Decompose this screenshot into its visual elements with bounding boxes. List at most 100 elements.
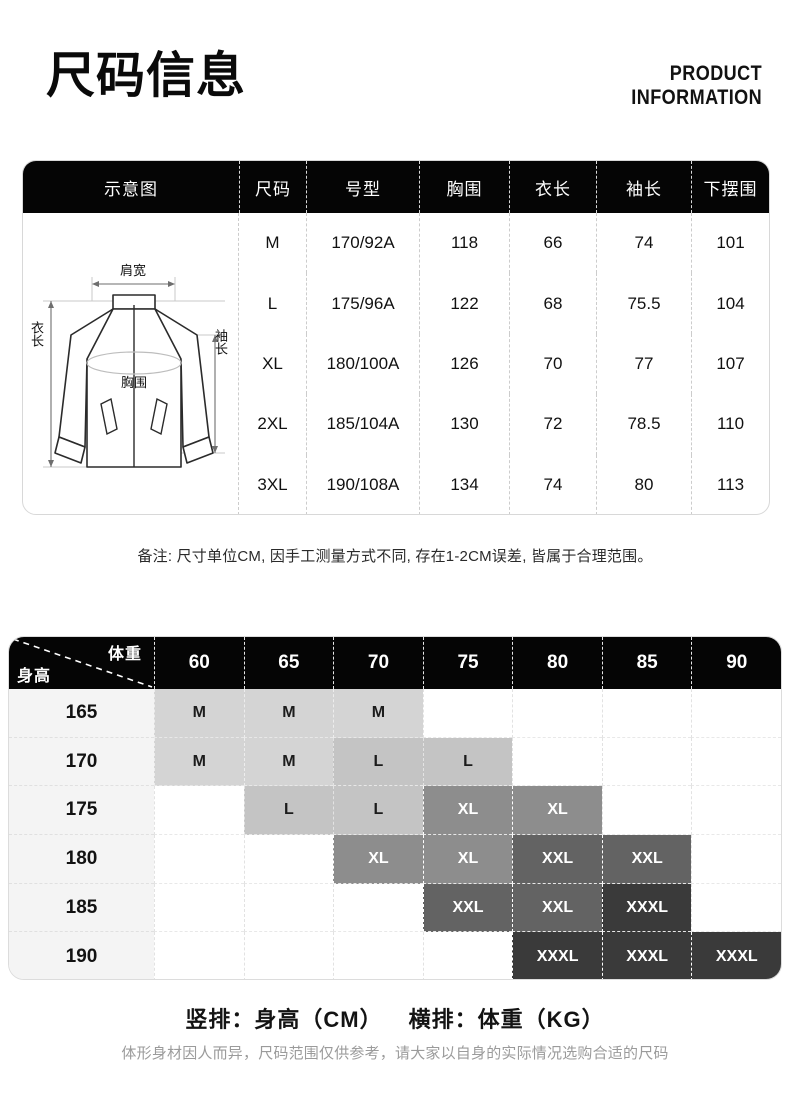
matrix-size-cell: XL bbox=[422, 835, 513, 884]
matrix-row: 170 M M L L bbox=[9, 737, 781, 787]
cell-chest: 134 bbox=[419, 454, 509, 514]
matrix-size-cell: XXL bbox=[601, 835, 692, 884]
matrix-size-cell: M bbox=[333, 689, 423, 738]
diagram-label-sleeve: 袖长 bbox=[213, 329, 228, 355]
matrix-weight-header: 60 bbox=[154, 637, 244, 689]
matrix-empty-cell bbox=[333, 883, 423, 933]
matrix-size-cell: XXXL bbox=[601, 932, 692, 979]
matrix-empty-cell bbox=[154, 786, 244, 836]
cell-model: 175/96A bbox=[306, 273, 419, 334]
cell-model: 170/92A bbox=[306, 213, 419, 274]
cell-sleeve: 78.5 bbox=[596, 394, 691, 455]
matrix-height-header: 175 bbox=[9, 786, 154, 836]
matrix-size-cell: L bbox=[333, 737, 423, 787]
matrix-row: 180 XL XL XXL XXL bbox=[9, 835, 781, 884]
matrix-size-cell: L bbox=[333, 786, 423, 836]
cell-model: 190/108A bbox=[306, 454, 419, 514]
column-header-diagram: 示意图 bbox=[104, 179, 158, 199]
matrix-weight-header: 70 bbox=[333, 637, 423, 689]
matrix-row: 175 L L XL XL bbox=[9, 786, 781, 836]
matrix-weight-header: 85 bbox=[601, 637, 692, 689]
matrix-empty-cell bbox=[154, 932, 244, 979]
matrix-size-cell: XXL bbox=[512, 883, 602, 933]
cell-hem: 107 bbox=[691, 333, 769, 395]
cell-sleeve: 80 bbox=[596, 454, 691, 514]
matrix-empty-cell bbox=[243, 932, 334, 979]
matrix-size-cell: XXXL bbox=[691, 932, 781, 979]
matrix-empty-cell bbox=[691, 835, 781, 884]
cell-chest: 130 bbox=[419, 394, 509, 455]
matrix-empty-cell bbox=[512, 689, 602, 738]
matrix-weight-header: 90 bbox=[691, 637, 781, 689]
size-table-rows: M 170/92A 118 66 74 101 L 175/96A 122 68… bbox=[239, 213, 769, 514]
matrix-height-header: 170 bbox=[9, 737, 154, 787]
matrix-corner-cell: 体重 身高 bbox=[9, 637, 154, 689]
footer-horizontal-legend: 横排：体重（KG） bbox=[408, 1007, 605, 1032]
footer-axis-legend: 竖排：身高（CM） 横排：体重（KG） bbox=[0, 1002, 790, 1034]
matrix-empty-cell bbox=[691, 737, 781, 787]
diagram-label-chest: 胸围 bbox=[120, 376, 146, 391]
matrix-header-row: 体重 身高 60 65 70 75 80 85 90 bbox=[9, 637, 781, 689]
cell-size: 3XL bbox=[257, 474, 288, 494]
cell-size: 2XL bbox=[257, 414, 288, 434]
column-header-sleeve: 袖长 bbox=[596, 161, 691, 213]
table-row: 3XL 190/108A 134 74 80 113 bbox=[239, 454, 769, 514]
page-title-english-line2: INFORMATION bbox=[631, 86, 762, 109]
matrix-empty-cell bbox=[691, 786, 781, 836]
cell-model: 185/104A bbox=[306, 394, 419, 455]
cell-hem: 113 bbox=[691, 454, 769, 514]
matrix-height-header: 165 bbox=[9, 689, 154, 738]
matrix-empty-cell bbox=[691, 883, 781, 933]
cell-length: 70 bbox=[509, 333, 596, 395]
matrix-empty-cell bbox=[243, 883, 334, 933]
cell-hem: 104 bbox=[691, 273, 769, 334]
table-row: L 175/96A 122 68 75.5 104 bbox=[239, 273, 769, 334]
column-header-model: 号型 bbox=[306, 161, 419, 213]
matrix-empty-cell bbox=[601, 737, 692, 787]
matrix-height-header: 185 bbox=[9, 883, 154, 933]
column-header-length: 衣长 bbox=[509, 161, 596, 213]
matrix-height-header: 190 bbox=[9, 932, 154, 979]
matrix-row: 165 M M M bbox=[9, 689, 781, 738]
matrix-weight-header: 80 bbox=[512, 637, 602, 689]
matrix-empty-cell bbox=[691, 689, 781, 738]
column-header-hem: 下摆围 bbox=[691, 161, 769, 213]
matrix-weight-axis-label: 体重 bbox=[107, 646, 142, 663]
cell-sleeve: 77 bbox=[596, 333, 691, 395]
matrix-weight-header: 65 bbox=[243, 637, 334, 689]
matrix-size-cell: XXXL bbox=[601, 883, 692, 933]
matrix-empty-cell bbox=[333, 932, 423, 979]
page-title-english-line1: PRODUCT bbox=[669, 62, 762, 85]
cell-chest: 118 bbox=[419, 213, 509, 274]
cell-length: 72 bbox=[509, 394, 596, 455]
matrix-size-cell: L bbox=[243, 786, 334, 836]
matrix-size-cell: M bbox=[154, 737, 244, 787]
size-table-body: 肩宽 胸围 衣长 袖长 M 170/92A 118 66 74 101 L bbox=[23, 213, 769, 514]
matrix-size-cell: XL bbox=[422, 786, 513, 836]
cell-chest: 122 bbox=[419, 273, 509, 334]
matrix-empty-cell bbox=[601, 689, 692, 738]
matrix-empty-cell bbox=[422, 932, 513, 979]
size-table-header-row: 示意图 尺码 号型 胸围 衣长 袖长 下摆围 bbox=[23, 161, 769, 213]
column-header-size: 尺码 bbox=[239, 161, 306, 213]
matrix-height-header: 180 bbox=[9, 835, 154, 884]
matrix-row: 185 XXL XXL XXXL bbox=[9, 883, 781, 933]
matrix-empty-cell bbox=[154, 835, 244, 884]
matrix-empty-cell bbox=[601, 786, 692, 836]
cell-chest: 126 bbox=[419, 333, 509, 395]
matrix-empty-cell bbox=[243, 835, 334, 884]
cell-length: 74 bbox=[509, 454, 596, 514]
measurement-note: 备注: 尺寸单位CM, 因手工测量方式不同, 存在1-2CM误差, 皆属于合理范… bbox=[137, 548, 653, 565]
cell-hem: 101 bbox=[691, 213, 769, 274]
matrix-size-cell: M bbox=[154, 689, 244, 738]
size-recommendation-matrix: 体重 身高 60 65 70 75 80 85 90 165 M M M 170 M M L L… bbox=[8, 636, 782, 980]
cell-size: XL bbox=[262, 354, 283, 374]
matrix-size-cell: M bbox=[243, 737, 334, 787]
diagonal-divider-icon bbox=[12, 638, 153, 688]
matrix-size-cell: XXL bbox=[512, 835, 602, 884]
matrix-row: 190 XXXL XXXL XXXL bbox=[9, 932, 781, 979]
cell-sleeve: 74 bbox=[596, 213, 691, 274]
table-row: 2XL 185/104A 130 72 78.5 110 bbox=[239, 394, 769, 455]
page-header: 尺码信息 PRODUCT INFORMATION bbox=[0, 46, 790, 138]
